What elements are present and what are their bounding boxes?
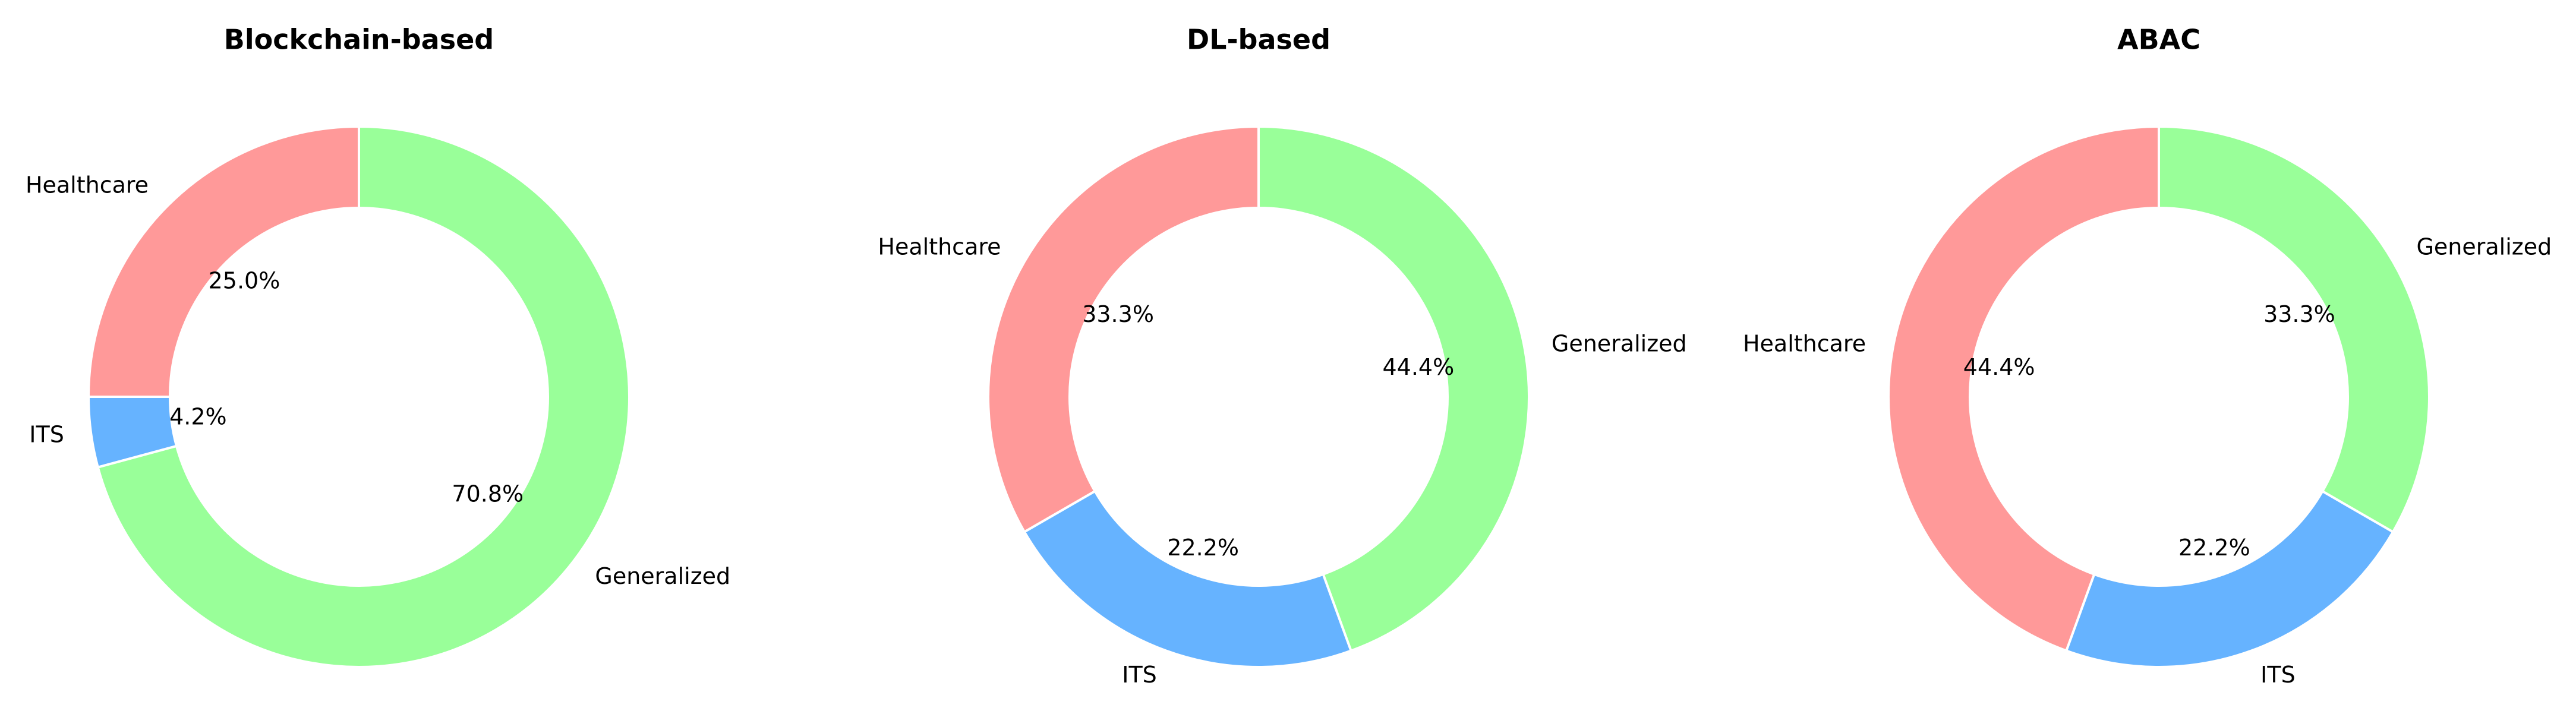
category-label-generalized: Generalized xyxy=(1552,331,1687,357)
chart-title: DL-based xyxy=(1187,24,1330,56)
donut-chart-dl-based: DL-based Healthcare 33.3% ITS 22.2% Generaliz… xyxy=(878,24,1686,688)
slice-healthcare xyxy=(987,125,1260,534)
slice-its xyxy=(2064,489,2395,668)
category-label-healthcare: Healthcare xyxy=(1743,331,1866,357)
chart-title: ABAC xyxy=(2117,24,2200,56)
donut-chart-abac: ABAC Healthcare 44.4% ITS 22.2% Generalized 33… xyxy=(1743,24,2552,688)
percent-label-generalized: 33.3% xyxy=(2263,301,2335,327)
category-label-generalized: Generalized xyxy=(595,563,730,589)
slice-healthcare xyxy=(1887,125,2160,653)
donut-chart-blockchain-based: Blockchain-based Healthcare 25.0% ITS 4.2% Ge… xyxy=(26,24,730,668)
percent-label-healthcare: 33.3% xyxy=(1082,301,1154,327)
slice-generalized xyxy=(2158,125,2430,534)
percent-label-generalized: 44.4% xyxy=(1382,354,1454,380)
category-label-healthcare: Healthcare xyxy=(26,172,149,198)
category-label-healthcare: Healthcare xyxy=(878,233,1001,260)
percent-label-its: 22.2% xyxy=(2178,535,2250,561)
category-label-generalized: Generalized xyxy=(2416,233,2552,260)
slice-generalized xyxy=(96,125,630,668)
chart-title: Blockchain-based xyxy=(224,24,494,56)
percent-label-its: 4.2% xyxy=(169,403,227,429)
category-label-its: ITS xyxy=(2260,662,2296,688)
slice-its xyxy=(1023,489,1353,668)
slice-generalized xyxy=(1257,125,1530,653)
slice-healthcare xyxy=(87,125,360,398)
percent-label-its: 22.2% xyxy=(1167,535,1239,561)
percent-label-healthcare: 44.4% xyxy=(1963,354,2035,380)
category-label-its: ITS xyxy=(29,421,64,447)
category-label-its: ITS xyxy=(1122,662,1157,688)
percent-label-healthcare: 25.0% xyxy=(209,267,280,293)
percent-label-generalized: 70.8% xyxy=(452,481,524,507)
